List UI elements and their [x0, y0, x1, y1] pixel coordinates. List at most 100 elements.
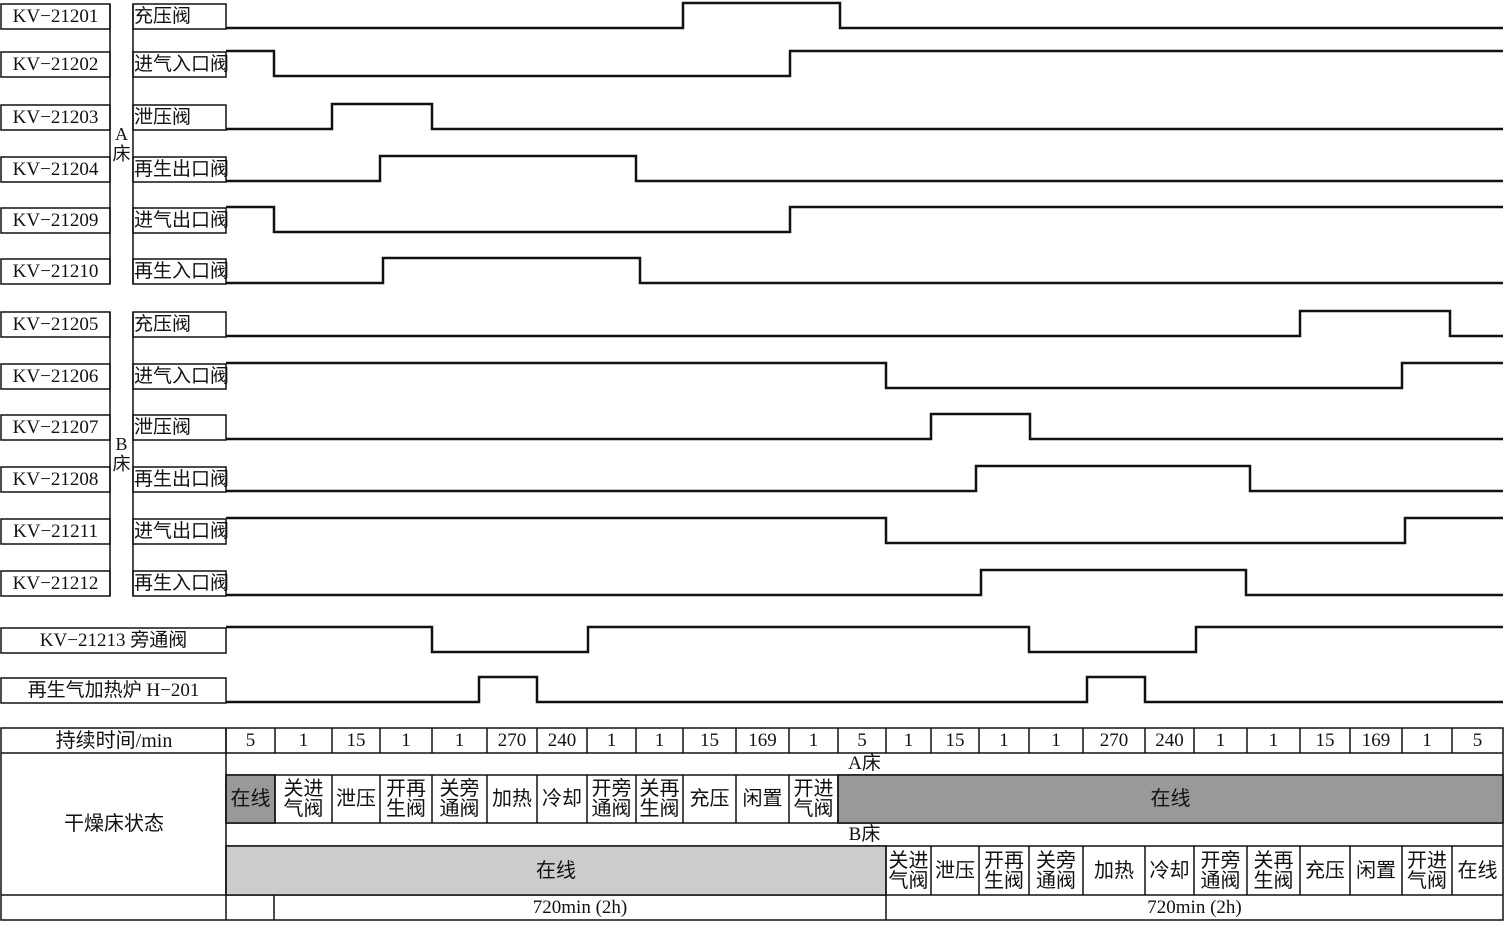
valve-tag: KV−21212 — [12, 572, 99, 594]
signal-waveform — [226, 516, 1503, 545]
name-cell — [132, 258, 227, 285]
valve-tag: KV−21203 — [12, 106, 99, 128]
state-fill — [225, 845, 887, 896]
duration-cell: 5 — [857, 730, 867, 751]
state-cell: 冷却 — [542, 788, 582, 810]
signal-waveform — [226, 256, 1503, 285]
state-cell: 关旁通阀 — [439, 778, 480, 820]
state-cell: 泄压 — [336, 788, 376, 810]
valve-tag: KV−21207 — [12, 416, 99, 438]
state-cell: 开旁通阀 — [1200, 849, 1241, 892]
state-cell: 关进气阀 — [888, 849, 929, 892]
duration-cell: 240 — [547, 730, 577, 751]
state-cell: 闲置 — [1356, 859, 1396, 882]
valve-name: 再生出口阀 — [134, 468, 230, 490]
state-cell: 开进气阀 — [793, 778, 834, 820]
valve-tag: KV−21205 — [12, 313, 99, 335]
valve-tag: KV−21209 — [12, 209, 99, 231]
duration-header: 持续时间/min — [55, 729, 173, 752]
valve-label: 再生气加热炉 H−201 — [27, 679, 200, 701]
duration-cell: 5 — [245, 730, 256, 751]
signal-waveform — [226, 309, 1503, 338]
valve-tag: KV−21210 — [12, 260, 99, 282]
state-cell: 冷却 — [1149, 859, 1190, 882]
state-cell: 在线 — [1150, 788, 1191, 810]
valve-name: 再生入口阀 — [134, 572, 230, 594]
valve-name: 泄压阀 — [134, 416, 192, 438]
tag-cell — [0, 414, 111, 441]
valve-label: KV−21213 旁通阀 — [39, 629, 188, 651]
state-cell: 关进气阀 — [283, 778, 324, 820]
valve-tag: KV−21204 — [12, 158, 99, 180]
state-cell: 开再生阀 — [386, 778, 426, 820]
name-cell — [132, 3, 227, 30]
valve-name: 再生出口阀 — [134, 158, 230, 180]
cycle-label: 720min (2h) — [532, 897, 628, 918]
name-cell — [132, 466, 227, 493]
duration-cell: 169 — [1361, 730, 1391, 751]
state-cell: 充压 — [689, 788, 730, 810]
label-cell — [0, 627, 227, 654]
tag-cell — [0, 51, 111, 78]
signal-waveform — [226, 464, 1503, 493]
tag-cell — [0, 207, 111, 234]
signal-waveform — [226, 154, 1503, 183]
bed-group-label: B床 — [112, 434, 131, 474]
duration-cell: 270 — [1099, 730, 1129, 751]
signal-waveform — [226, 205, 1503, 234]
duration-cell: 5 — [1472, 730, 1483, 751]
signal-waveform — [226, 102, 1503, 131]
state-cell: 开进气阀 — [1407, 849, 1447, 892]
state-cell: 关旁通阀 — [1036, 849, 1076, 892]
state-cell: 在线 — [536, 859, 576, 882]
state-cell: 加热 — [492, 788, 532, 810]
state-cell: 充压 — [1305, 859, 1345, 882]
duration-cell: 1 — [808, 730, 819, 751]
duration-cell: 169 — [748, 730, 777, 751]
name-cell — [132, 570, 227, 597]
valve-name: 进气入口阀 — [134, 365, 230, 387]
valve-name: 再生入口阀 — [134, 260, 230, 282]
duration-cell: 1 — [1422, 730, 1432, 751]
valve-name: 进气出口阀 — [134, 209, 230, 231]
name-cell — [132, 207, 227, 234]
state-cell: 在线 — [230, 788, 271, 810]
tag-cell — [0, 311, 111, 338]
signal-waveform — [226, 568, 1503, 597]
name-cell — [132, 156, 227, 183]
duration-cell: 1 — [401, 730, 411, 751]
name-cell — [132, 311, 227, 338]
name-cell — [132, 104, 227, 131]
valve-name: 充压阀 — [134, 313, 192, 335]
signal-waveform — [226, 675, 1503, 704]
name-cell — [132, 363, 227, 390]
tag-cell — [0, 518, 111, 545]
valve-name: 进气入口阀 — [134, 53, 230, 75]
state-cell: 闲置 — [742, 788, 783, 810]
duration-cell: 15 — [945, 730, 965, 751]
valve-tag: KV−21211 — [13, 520, 98, 542]
duration-cell: 1 — [1051, 730, 1061, 751]
state-cell: 开旁通阀 — [591, 778, 632, 820]
cycle-label: 720min (2h) — [1147, 897, 1242, 918]
valve-name: 充压阀 — [134, 5, 192, 27]
valve-name: 进气出口阀 — [134, 520, 230, 542]
state-cell: 关再生阀 — [1253, 849, 1294, 892]
signal-waveform — [226, 361, 1503, 390]
state-header: 干燥床状态 — [64, 813, 164, 835]
tag-cell — [0, 258, 111, 285]
duration-cell: 1 — [1215, 730, 1226, 751]
duration-cell: 270 — [497, 730, 527, 751]
valve-name: 泄压阀 — [134, 106, 192, 128]
duration-cell: 1 — [903, 730, 914, 751]
tag-cell — [0, 363, 111, 390]
duration-cell: 1 — [1268, 730, 1279, 751]
bed-group-label: A床 — [112, 124, 131, 164]
tag-cell — [0, 466, 111, 493]
name-cell — [132, 414, 227, 441]
valve-tag: KV−21208 — [12, 468, 99, 490]
state-cell: 在线 — [1457, 859, 1498, 882]
duration-cell: 15 — [1315, 730, 1335, 751]
state-cell: 关再生阀 — [639, 778, 680, 820]
table-border — [0, 727, 1504, 921]
